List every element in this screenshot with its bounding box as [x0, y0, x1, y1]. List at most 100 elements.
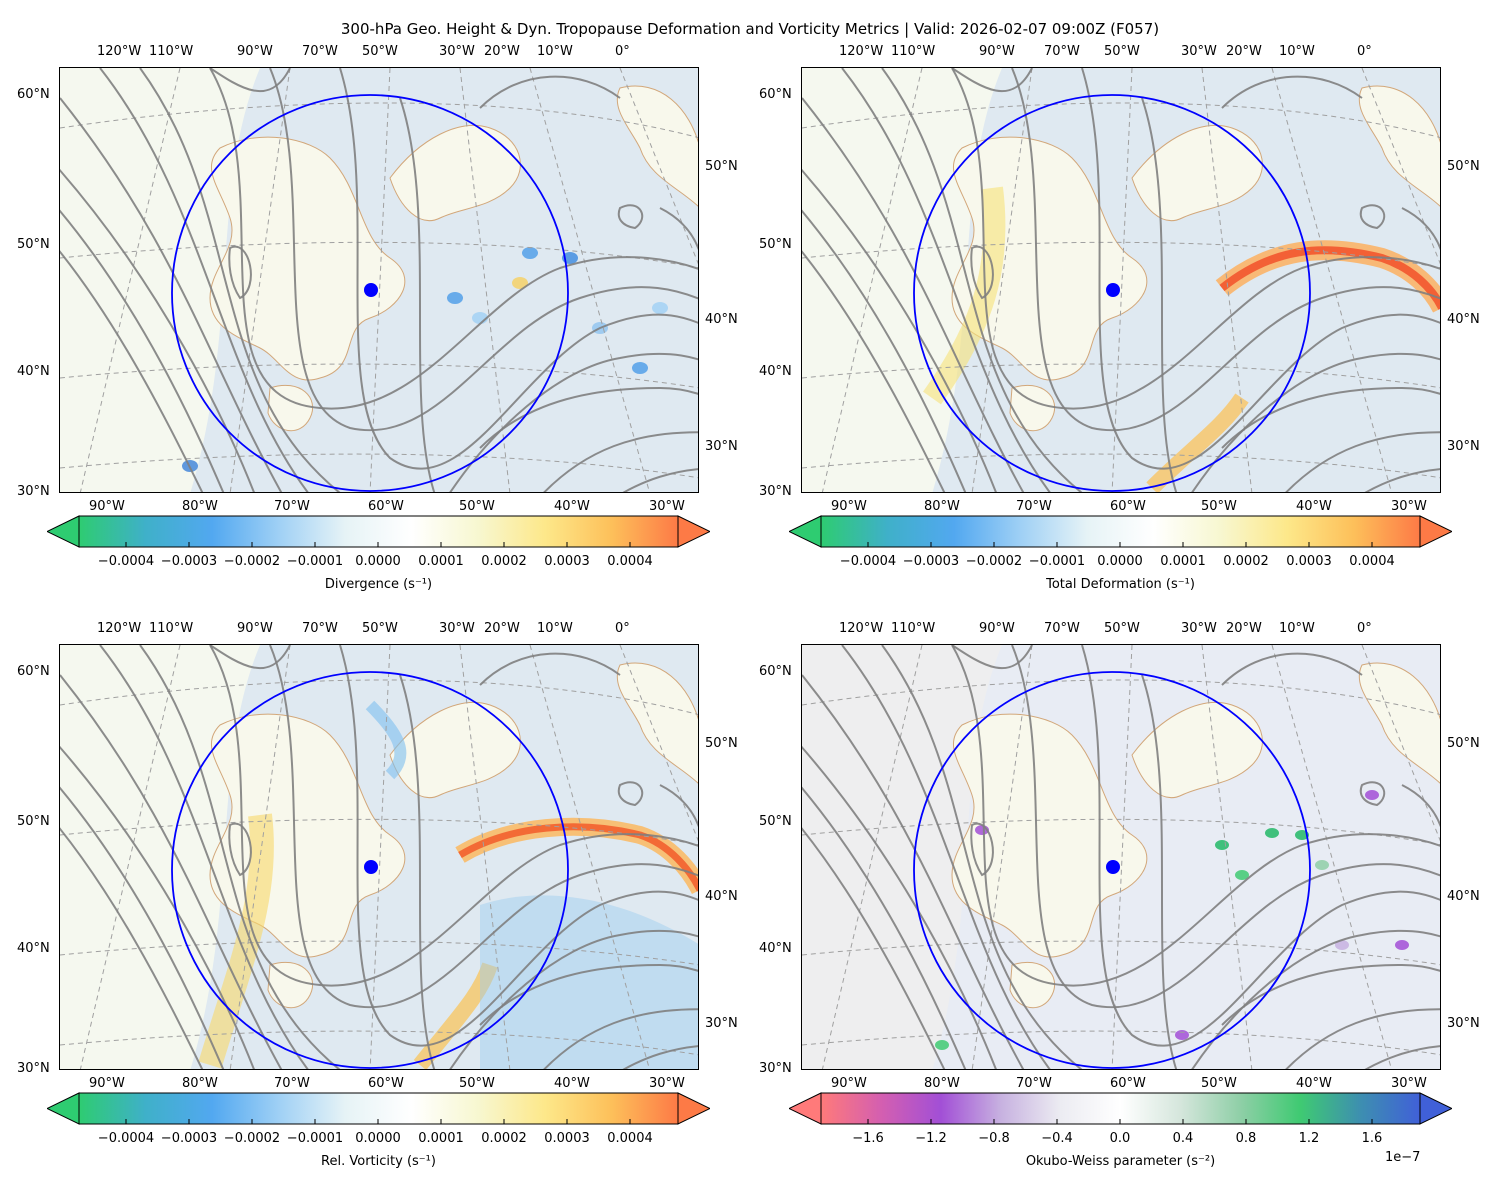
height-contour: [659, 784, 698, 828]
colorbar-tick-label: −0.0002: [223, 1131, 281, 1146]
land-polygon: [951, 713, 1148, 958]
colorbar-tick-label: −0.0004: [97, 1131, 155, 1146]
top-lon-label: 20°W: [484, 44, 520, 59]
top-lon-label: 10°W: [537, 621, 573, 636]
top-lon-label: 50°W: [362, 621, 398, 636]
bottom-lon-label: 30°W: [649, 1076, 685, 1091]
height-contour: [1011, 68, 1440, 432]
top-lon-label: 10°W: [537, 44, 573, 59]
center-point-marker: [1106, 283, 1120, 297]
analysis-radius-circle: [171, 94, 569, 492]
height-contour: [802, 827, 946, 1069]
bottom-lon-label: 90°W: [831, 499, 867, 514]
top-lon-label: 30°W: [439, 621, 475, 636]
bottom-lon-label: 40°W: [554, 1076, 590, 1091]
top-lon-label: 70°W: [1044, 44, 1080, 59]
colorbar-divergence: [45, 515, 712, 552]
height-contour: [1081, 645, 1440, 1047]
graticule-line: [802, 102, 1440, 139]
height-contour: [622, 1045, 698, 1069]
left-lat-label: 40°N: [759, 364, 792, 379]
figure-title: 300-hPa Geo. Height & Dyn. Tropopause De…: [340, 20, 1160, 38]
height-contour: [339, 645, 698, 1047]
height-contour: [99, 645, 309, 1069]
top-lon-label: 90°W: [979, 44, 1015, 59]
land-polygon: [389, 124, 521, 222]
height-contour: [543, 431, 698, 492]
colorbar-tick-label: −0.0001: [1028, 554, 1086, 569]
colorbar-tick-label: 0.0004: [607, 554, 653, 569]
colorbar-label: Rel. Vorticity (s⁻¹): [321, 1154, 436, 1169]
top-lon-label: 30°W: [439, 44, 475, 59]
graticule-line: [369, 68, 391, 492]
graticule-line: [1111, 68, 1133, 492]
graticule-line: [79, 68, 181, 492]
land-polygon: [267, 961, 314, 1009]
height-contour: [802, 168, 997, 492]
graticule-line: [60, 940, 698, 966]
map-okubo-weiss: [801, 644, 1441, 1070]
colorbar-tick-label: −0.0003: [160, 554, 218, 569]
height-contour: [479, 386, 698, 449]
graticule-line: [1271, 68, 1392, 492]
colorbar-body: [821, 1093, 1420, 1124]
colorbar-tick-label: 0.0000: [355, 554, 401, 569]
bottom-lon-label: 30°W: [1391, 499, 1427, 514]
bottom-lon-label: 70°W: [1016, 1076, 1052, 1091]
colorbar-tick-label: 0.0000: [1097, 554, 1143, 569]
height-contour: [269, 645, 698, 1009]
graticule-line: [1271, 645, 1392, 1069]
left-lat-label: 30°N: [759, 484, 792, 499]
colorbar-tick-label: 0.4: [1172, 1131, 1194, 1146]
colorbar-tick-label: −0.0002: [965, 554, 1023, 569]
height-contour: [951, 645, 1440, 987]
right-lat-label: 50°N: [705, 159, 738, 174]
graticule-line: [802, 363, 1440, 389]
bottom-lon-label: 90°W: [89, 1076, 125, 1091]
colorbar-graphic: [45, 515, 712, 548]
height-contour: [802, 209, 967, 492]
height-contour: [881, 645, 1083, 1069]
land-polygon: [1009, 961, 1056, 1009]
top-lon-label: 10°W: [1279, 44, 1315, 59]
colorbar-max-extend: [1419, 515, 1454, 548]
bottom-lon-label: 70°W: [274, 499, 310, 514]
height-contour: [1364, 1045, 1440, 1069]
top-lon-label: 120°W: [97, 621, 142, 636]
colorbar-label: Divergence (s⁻¹): [324, 577, 433, 592]
left-lat-label: 30°N: [17, 484, 50, 499]
bottom-lon-label: 40°W: [1296, 1076, 1332, 1091]
colorbar-body: [79, 516, 678, 547]
colorbar-body: [79, 1093, 678, 1124]
right-lat-label: 40°N: [1447, 889, 1480, 904]
height-contour: [209, 645, 698, 987]
height-contour: [1141, 97, 1440, 492]
graticule-line: [60, 1030, 698, 1056]
height-contour: [802, 674, 1025, 1069]
top-lon-label: 70°W: [302, 44, 338, 59]
graticule-line: [60, 679, 698, 716]
colorbar-tick-label: 0.0004: [1349, 554, 1395, 569]
height-contour: [1221, 652, 1363, 686]
colorbar-tick-label: −0.0001: [286, 554, 344, 569]
colorbar-tick-label: −0.0003: [902, 554, 960, 569]
colorbar-body: [821, 516, 1420, 547]
graticule-line: [802, 818, 1440, 846]
graticule-line: [60, 363, 698, 389]
graticule-line: [802, 940, 1440, 966]
top-lon-label: 120°W: [97, 44, 142, 59]
land-polygon: [616, 662, 698, 784]
graticule-line: [529, 68, 650, 492]
bottom-lon-label: 50°W: [459, 499, 495, 514]
height-contour: [1364, 468, 1440, 492]
vorticity-north-band: [365, 700, 407, 780]
colorbar-vorticity: [45, 1092, 712, 1129]
graticule-line: [60, 102, 698, 139]
colorbar-tick-label: 1.6: [1361, 1131, 1383, 1146]
left-lat-label: 40°N: [17, 364, 50, 379]
top-lon-label: 0°: [615, 44, 630, 59]
right-lat-label: 40°N: [705, 889, 738, 904]
vorticity-negative-area: [480, 895, 698, 1069]
height-contour: [951, 68, 1033, 92]
okubo-weiss-cell: [1335, 940, 1349, 950]
